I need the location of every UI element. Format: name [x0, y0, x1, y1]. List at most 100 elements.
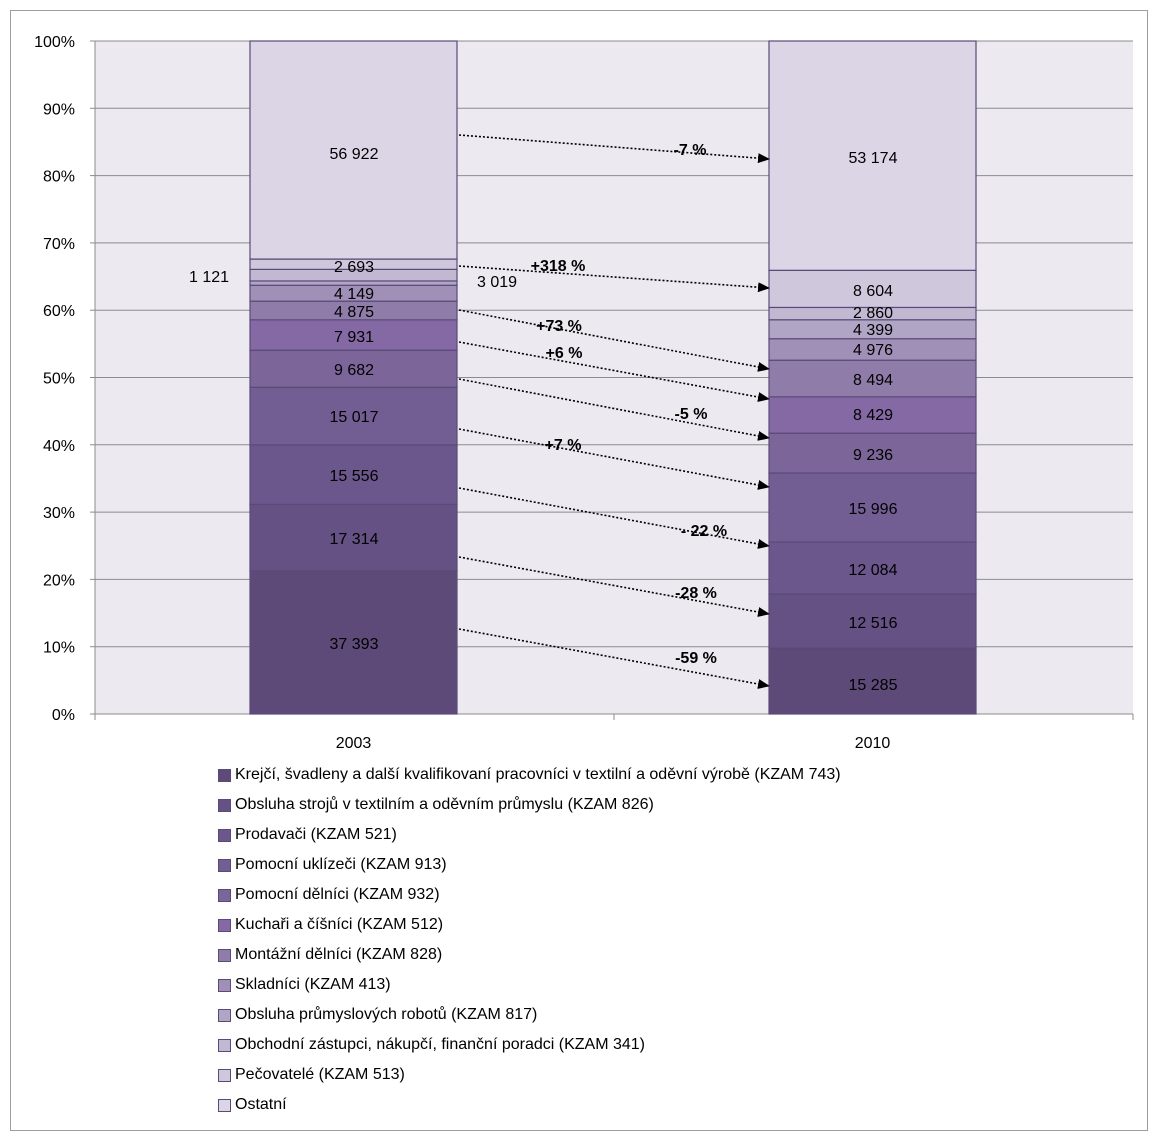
x-tick-label: 2010: [855, 735, 891, 752]
data-label: 15 996: [849, 501, 898, 518]
x-tick-label: 2003: [336, 735, 372, 752]
data-label: 17 314: [330, 531, 379, 548]
legend-swatch: [218, 1098, 231, 1112]
legend-label: Krejčí, švadleny a další kvalifikovaní p…: [235, 766, 841, 783]
bar-segment: [249, 349, 458, 388]
y-tick-label: 80%: [43, 169, 75, 186]
data-label: 4 399: [853, 322, 893, 339]
data-label: 15 285: [849, 677, 898, 694]
bar-segment: [768, 396, 977, 434]
bar-segment: [249, 40, 458, 260]
change-label: +318 %: [531, 258, 586, 275]
legend-label: Skladníci (KZAM 413): [235, 976, 391, 993]
legend-item: Prodavači (KZAM 521): [218, 820, 841, 850]
data-label: 4 149: [334, 286, 374, 303]
legend-swatch: [218, 888, 231, 902]
change-arrow: [458, 556, 770, 617]
y-tick-label: 0%: [52, 707, 75, 724]
legend-swatch: [218, 768, 231, 782]
legend: Krejčí, švadleny a další kvalifikovaní p…: [218, 760, 841, 1120]
change-label: -5 %: [675, 406, 708, 423]
data-label: 3 019: [477, 274, 517, 291]
change-label: +7 %: [545, 437, 582, 454]
bar-segment: [768, 593, 977, 649]
legend-item: Pečovatelé (KZAM 513): [218, 1060, 841, 1090]
bar-segment: [768, 432, 977, 474]
legend-label: Obsluha strojů v textilním a oděvním prů…: [235, 796, 654, 813]
change-arrow: [458, 309, 770, 372]
data-label: 9 682: [334, 362, 374, 379]
bar-segment: [768, 40, 977, 271]
legend-swatch: [218, 1038, 231, 1052]
legend-item: Kuchaři a číšníci (KZAM 512): [218, 910, 841, 940]
change-label: -7 %: [674, 142, 707, 159]
legend-swatch: [218, 1068, 231, 1082]
data-label: 9 236: [853, 447, 893, 464]
legend-swatch: [218, 1008, 231, 1022]
legend-swatch: [218, 978, 231, 992]
data-label: 12 516: [849, 615, 898, 632]
y-tick-label: 40%: [43, 438, 75, 455]
bar-segment: [249, 503, 458, 572]
data-label: 8 604: [853, 283, 893, 300]
legend-label: Pomocní uklízeči (KZAM 913): [235, 856, 447, 873]
y-tick-label: 70%: [43, 236, 75, 253]
data-label: 2 860: [853, 305, 893, 322]
legend-label: Obsluha průmyslových robotů (KZAM 817): [235, 1006, 538, 1023]
legend-swatch: [218, 798, 231, 812]
y-tick-label: 100%: [34, 34, 75, 51]
bar-segment: [249, 570, 458, 715]
legend-item: Skladníci (KZAM 413): [218, 970, 841, 1000]
legend-swatch: [218, 918, 231, 932]
legend-label: Prodavači (KZAM 521): [235, 826, 397, 843]
bar-segment: [249, 319, 458, 351]
data-label: 8 429: [853, 407, 893, 424]
legend-label: Obchodní zástupci, nákupčí, finanční por…: [235, 1036, 645, 1053]
legend-label: Ostatní: [235, 1096, 287, 1113]
legend-label: Pomocní dělníci (KZAM 932): [235, 886, 440, 903]
legend-item: Montážní dělníci (KZAM 828): [218, 940, 841, 970]
bar-segment: [249, 386, 458, 446]
legend-item: Krejčí, švadleny a další kvalifikovaní p…: [218, 760, 841, 790]
change-arrow: [458, 341, 770, 402]
data-label: 4 875: [334, 304, 374, 321]
legend-item: Ostatní: [218, 1090, 841, 1120]
data-label: 8 494: [853, 372, 893, 389]
bar-segment: [249, 280, 458, 286]
legend-label: Pečovatelé (KZAM 513): [235, 1066, 405, 1083]
data-label: 15 556: [330, 468, 379, 485]
stacked-bar-chart: 0% 10% 20% 30% 40% 50% 60% 70% 80% 90% 100% 2003 201…: [34, 34, 1134, 752]
bar-segment: [768, 472, 977, 543]
bar-segment: [768, 269, 977, 309]
legend-swatch: [218, 948, 231, 962]
y-tick-label: 50%: [43, 371, 75, 388]
legend-swatch: [218, 858, 231, 872]
bar-segment: [768, 541, 977, 595]
legend-item: Obsluha strojů v textilním a oděvním prů…: [218, 790, 841, 820]
y-tick-label: 20%: [43, 572, 75, 589]
data-label: 12 084: [849, 562, 898, 579]
change-label: - 22 %: [681, 523, 727, 540]
change-arrow: [458, 628, 770, 689]
change-arrow: [458, 378, 770, 441]
legend-item: Obchodní zástupci, nákupčí, finanční por…: [218, 1030, 841, 1060]
data-label: 53 174: [849, 150, 898, 167]
data-label: 37 393: [330, 636, 379, 653]
legend-swatch: [218, 828, 231, 842]
data-label: 2 693: [334, 259, 374, 276]
data-label: 15 017: [330, 409, 379, 426]
change-label: -59 %: [675, 650, 717, 667]
legend-item: Pomocní dělníci (KZAM 932): [218, 880, 841, 910]
y-tick-label: 30%: [43, 505, 75, 522]
legend-label: Kuchaři a číšníci (KZAM 512): [235, 916, 444, 933]
change-label: +6 %: [546, 345, 583, 362]
change-label: +73 %: [536, 318, 582, 335]
change-arrow: [458, 487, 770, 549]
legend-label: Montážní dělníci (KZAM 828): [235, 946, 443, 963]
y-tick-label: 90%: [43, 101, 75, 118]
legend-item: Obsluha průmyslových robotů (KZAM 817): [218, 1000, 841, 1030]
data-label: 56 922: [330, 146, 379, 163]
y-tick-label: 10%: [43, 640, 75, 657]
data-label: 4 976: [853, 342, 893, 359]
data-label: 1 121: [189, 269, 229, 286]
